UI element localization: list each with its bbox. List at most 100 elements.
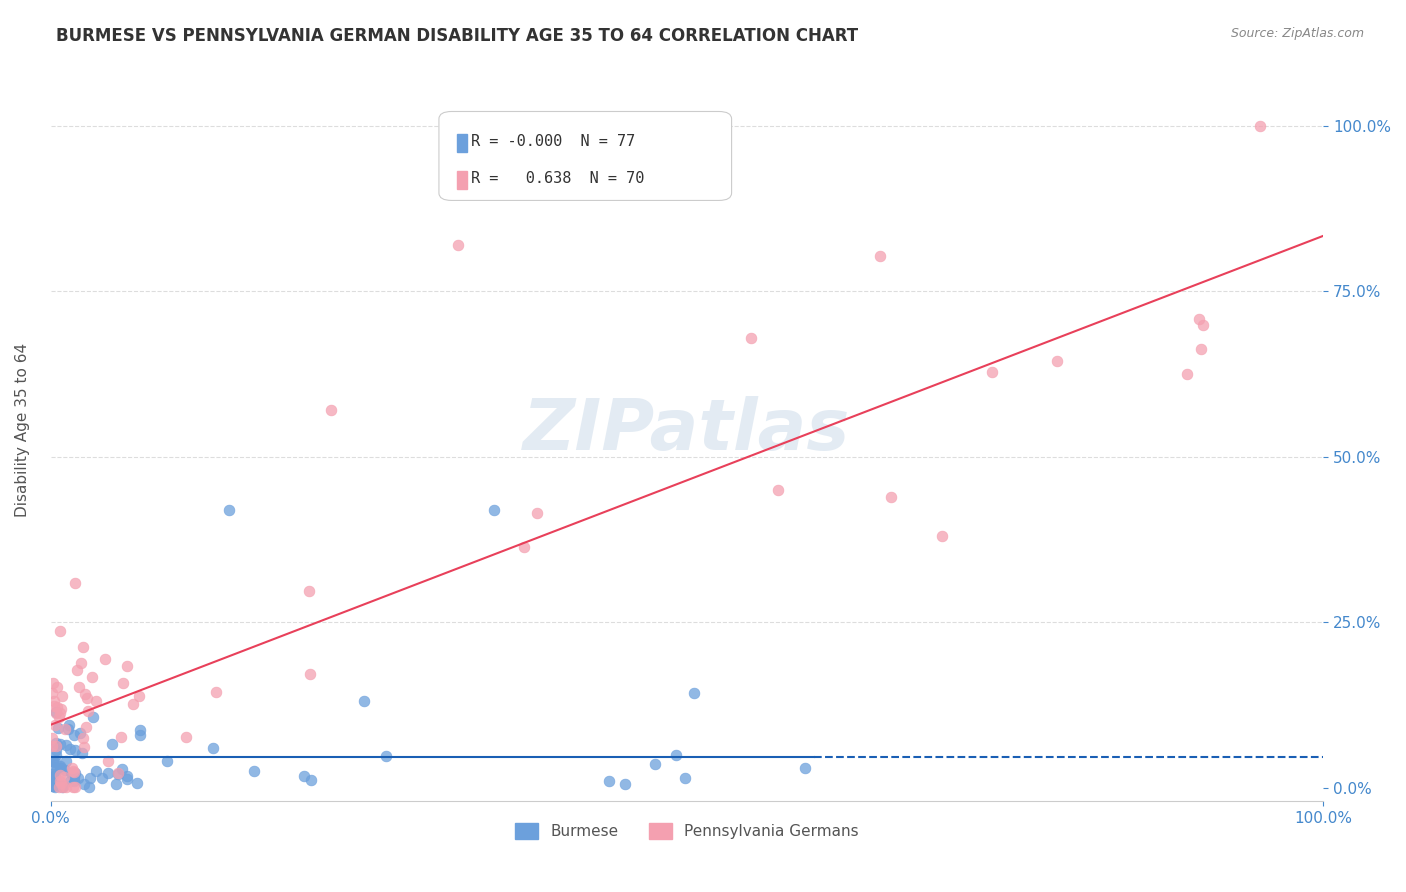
Point	[63, 774, 86, 789]
Point	[665, 747, 688, 762]
Point	[125, 776, 148, 790]
Point	[1188, 312, 1211, 326]
Point	[375, 748, 398, 763]
Point	[45, 747, 67, 762]
Point	[48, 774, 70, 789]
FancyBboxPatch shape	[439, 112, 731, 201]
Point	[298, 667, 321, 681]
Point	[45, 706, 67, 720]
Point	[319, 403, 342, 417]
Point	[52, 779, 75, 793]
Point	[513, 541, 536, 555]
Point	[174, 730, 197, 744]
Point	[49, 778, 72, 792]
Point	[51, 689, 73, 703]
Point	[94, 652, 117, 666]
Point	[41, 754, 63, 768]
Point	[1192, 318, 1215, 332]
Y-axis label: Disability Age 35 to 64: Disability Age 35 to 64	[15, 343, 30, 517]
Point	[73, 777, 96, 791]
Point	[1249, 119, 1271, 133]
Point	[70, 746, 93, 760]
Point	[869, 249, 891, 263]
Point	[48, 768, 70, 782]
Point	[41, 731, 63, 745]
Point	[46, 700, 69, 714]
Point	[65, 664, 87, 678]
Point	[67, 681, 90, 695]
Point	[115, 772, 138, 786]
Point	[75, 687, 97, 701]
Point	[58, 773, 80, 788]
Point	[53, 763, 76, 777]
Point	[41, 685, 63, 699]
Point	[794, 761, 817, 775]
Point	[44, 775, 66, 789]
Point	[59, 741, 82, 756]
Point	[76, 690, 98, 705]
Point	[981, 365, 1004, 379]
Point	[82, 670, 104, 684]
Point	[1046, 353, 1069, 368]
Point	[115, 659, 138, 673]
Point	[613, 777, 636, 791]
Point	[73, 740, 96, 755]
Point	[44, 780, 66, 794]
Text: R =   0.638  N = 70: R = 0.638 N = 70	[471, 170, 644, 186]
Point	[44, 755, 66, 769]
Point	[77, 780, 100, 794]
Point	[45, 681, 67, 695]
Point	[117, 769, 139, 783]
Point	[45, 743, 67, 757]
Point	[128, 690, 150, 704]
Point	[84, 764, 107, 778]
Point	[447, 238, 470, 252]
Point	[55, 738, 77, 752]
Point	[82, 710, 104, 724]
Point	[97, 766, 120, 780]
Point	[1189, 342, 1212, 356]
Point	[111, 762, 134, 776]
Point	[242, 764, 264, 778]
Point	[41, 779, 63, 793]
Point	[63, 743, 86, 757]
Point	[122, 698, 145, 712]
Point	[298, 584, 321, 599]
Point	[72, 640, 94, 655]
Point	[644, 757, 666, 772]
Point	[45, 773, 67, 788]
Point	[205, 685, 228, 699]
Point	[45, 739, 67, 753]
Point	[72, 731, 94, 745]
Point	[931, 529, 953, 543]
Point	[62, 764, 84, 779]
Point	[42, 699, 65, 714]
Point	[60, 760, 83, 774]
Point	[879, 490, 901, 504]
Bar	[457, 134, 467, 153]
Point	[112, 676, 135, 690]
Point	[48, 780, 70, 794]
Point	[77, 704, 100, 718]
Point	[53, 770, 76, 784]
Point	[110, 730, 132, 744]
Point	[202, 740, 225, 755]
Text: BURMESE VS PENNSYLVANIA GERMAN DISABILITY AGE 35 TO 64 CORRELATION CHART: BURMESE VS PENNSYLVANIA GERMAN DISABILIT…	[56, 27, 859, 45]
Point	[79, 771, 101, 785]
Point	[48, 778, 70, 792]
Point	[107, 767, 129, 781]
Point	[44, 770, 66, 784]
Point	[67, 771, 90, 785]
Point	[69, 726, 91, 740]
Point	[683, 686, 706, 700]
Point	[45, 762, 67, 776]
Point	[63, 765, 86, 780]
Point	[598, 774, 620, 789]
Point	[101, 737, 124, 751]
Point	[766, 483, 789, 497]
Point	[52, 780, 75, 794]
Point	[45, 705, 67, 719]
Point	[41, 739, 63, 753]
Point	[48, 721, 70, 735]
Bar	[457, 170, 467, 189]
